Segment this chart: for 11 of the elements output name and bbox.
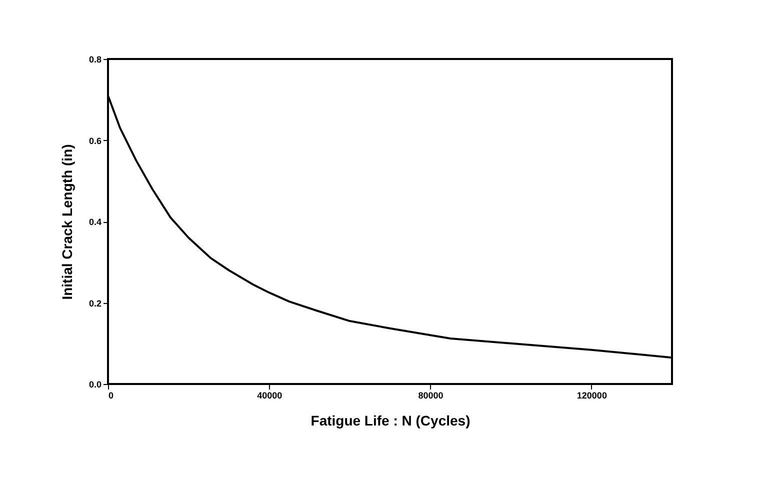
y-tick-label: 0.6 bbox=[88, 136, 102, 146]
x-tick-label: 120000 bbox=[576, 390, 607, 400]
y-tick-label: 0.2 bbox=[88, 298, 102, 308]
y-tick-label: 0.0 bbox=[88, 380, 102, 390]
x-tick-label: 0 bbox=[108, 390, 114, 400]
x-tick-label: 40000 bbox=[257, 390, 282, 400]
x-tick-label: 80000 bbox=[418, 390, 444, 400]
y-tick-label: 0.4 bbox=[88, 217, 102, 227]
y-axis-title: Initial Crack Length (in) bbox=[58, 144, 75, 300]
x-axis-title: Fatigue Life : N (Cycles) bbox=[310, 412, 470, 428]
y-tick-label: 0.8 bbox=[88, 54, 102, 64]
